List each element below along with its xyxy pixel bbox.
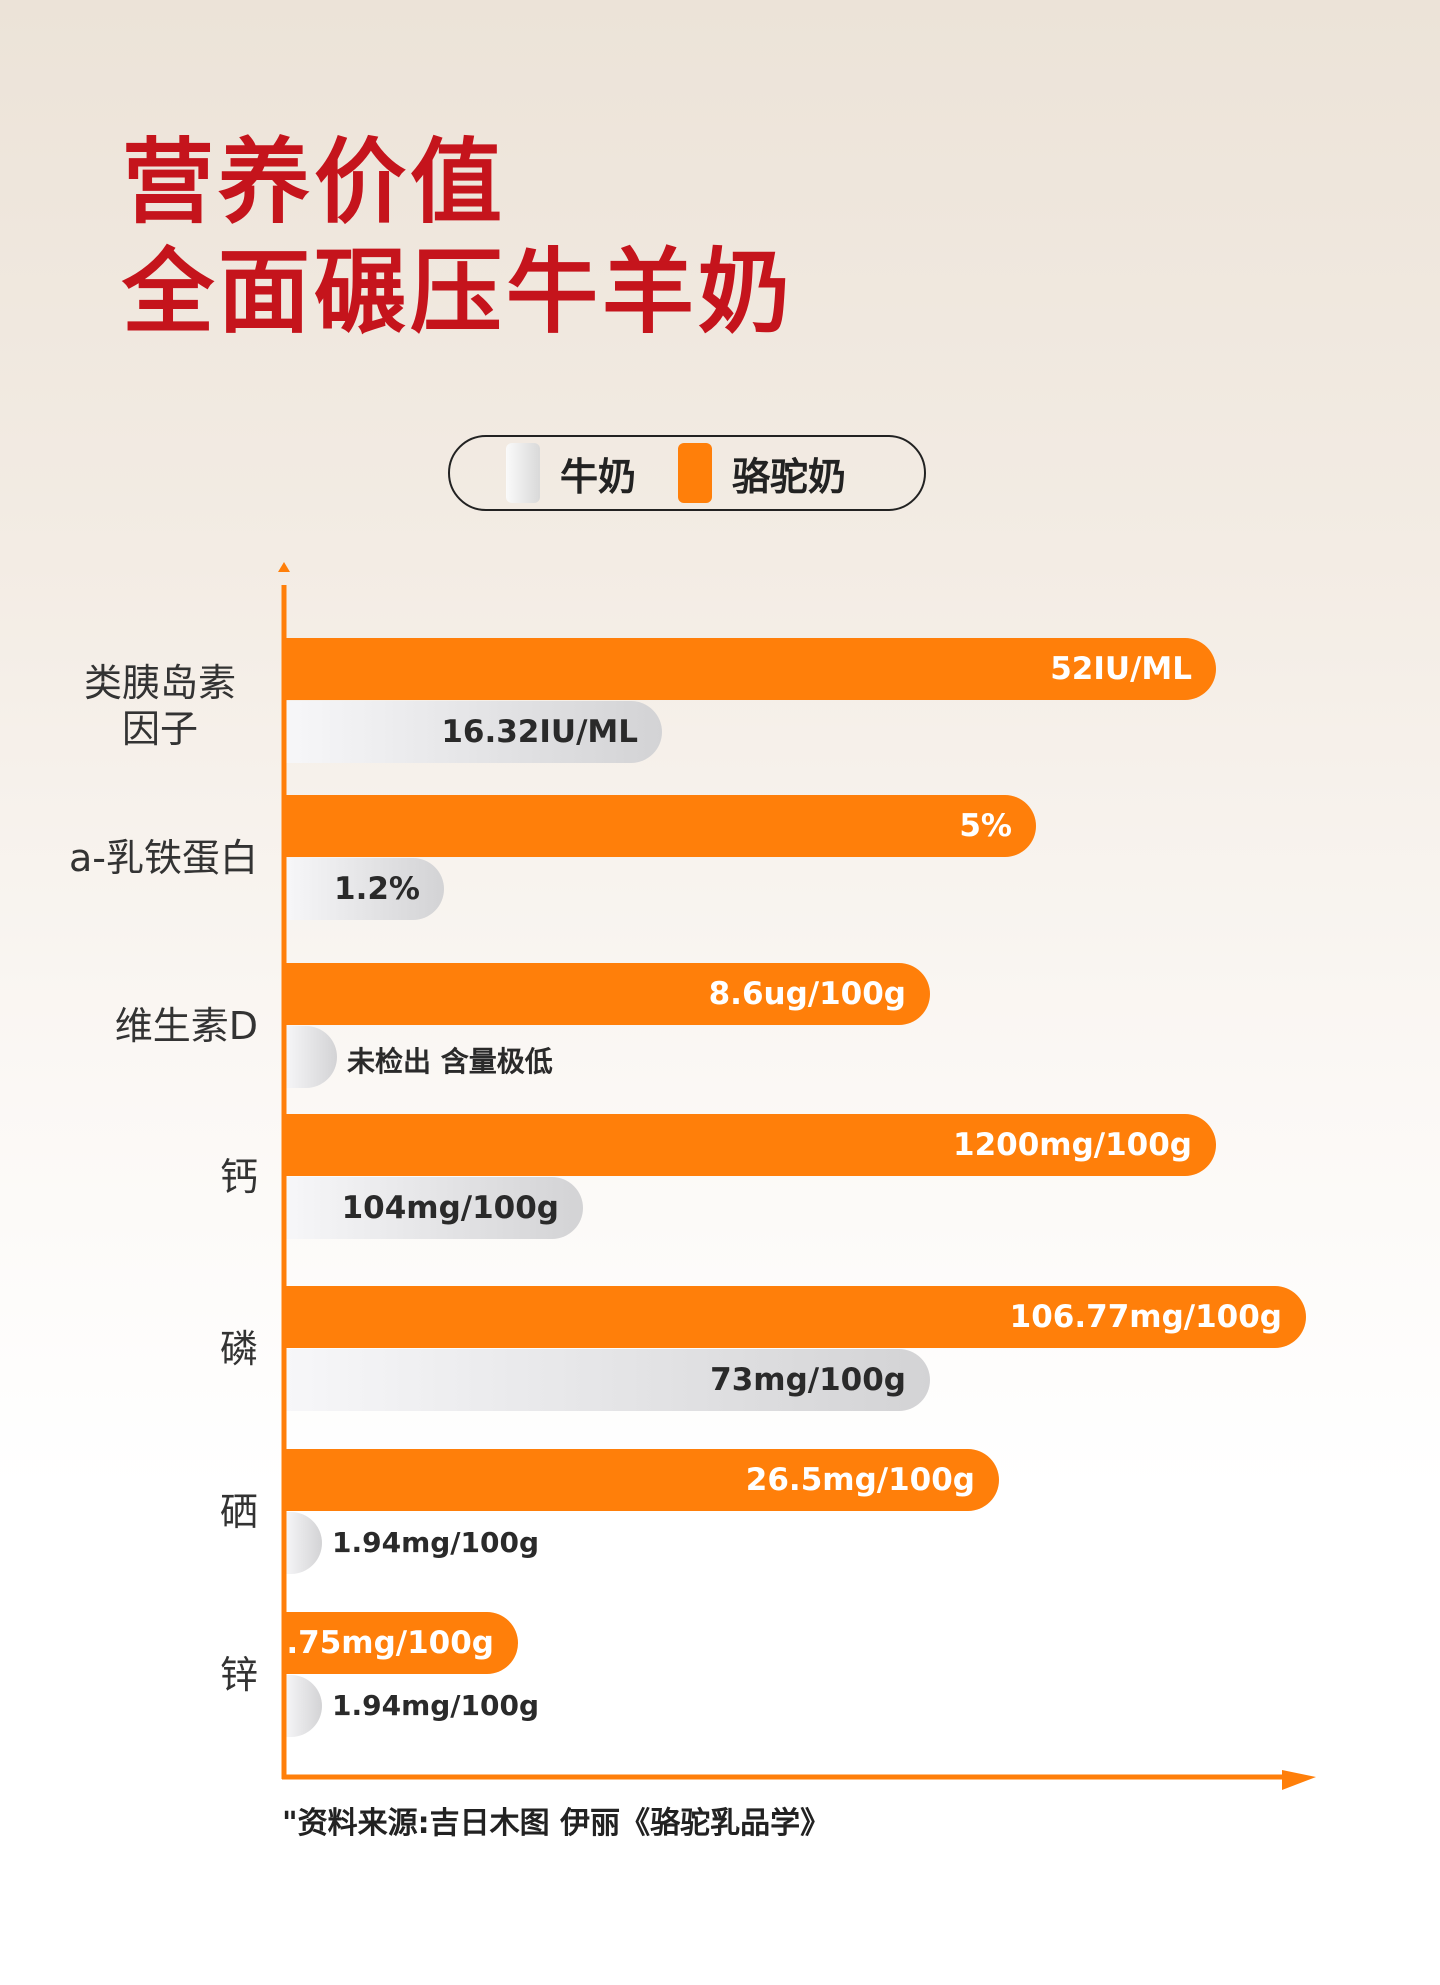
data-label-milk: 73mg/100g [710,1362,906,1398]
category-label: 锌 [219,1653,258,1697]
category-label: 磷 [219,1327,258,1371]
bar-milk [284,1512,322,1574]
bar-milk: 104mg/100g [284,1177,583,1239]
title-line-2: 全面碾压牛羊奶 [122,239,795,346]
data-label-camel: 8.6ug/100g [708,976,906,1012]
legend-swatch-camel [678,443,713,503]
data-label-camel: 52IU/ML [1050,651,1192,687]
x-axis-arrow [1282,1770,1316,1790]
data-label-camel: 26.5mg/100g [745,1462,975,1498]
bar-camel: 8.6ug/100g [284,963,930,1025]
category-label: a-乳铁蛋白 [69,836,258,880]
legend-label-camel: 骆驼奶 [732,454,847,499]
bar-camel: 26.5mg/100g [284,1449,999,1511]
bar-milk: 1.2% [284,858,444,920]
legend-item-camel: 骆驼奶 [636,443,846,503]
legend-label-milk: 牛奶 [560,454,637,499]
data-label-milk: 1.94mg/100g [332,1526,540,1559]
data-label-milk: 104mg/100g [341,1190,559,1226]
title-line-1: 营养价值 [122,129,507,236]
bar-camel: 6.75mg/100g [265,1612,518,1674]
data-label-camel: 6.75mg/100g [264,1625,494,1661]
bar-camel: 1200mg/100g [284,1114,1216,1176]
bar-milk [284,1675,322,1737]
data-label-camel: 106.77mg/100g [1009,1299,1282,1335]
bar-camel: 106.77mg/100g [284,1286,1306,1348]
data-label-milk: 16.32IU/ML [441,714,638,750]
bar-milk: 16.32IU/ML [284,701,662,763]
legend-item-milk: 牛奶 [450,443,636,503]
category-label: 钙 [219,1155,258,1199]
category-label: 类胰岛素 因子 [84,660,236,752]
legend-swatch-milk [506,443,540,503]
data-label-milk: 1.94mg/100g [332,1689,540,1722]
category-label: 硒 [219,1490,258,1534]
page-title: 营养价值 全面碾压牛羊奶 [122,128,794,348]
bar-milk [284,1026,337,1088]
data-label-camel: 5% [959,808,1012,844]
category-label: 维生素D [114,1004,258,1048]
bar-milk: 73mg/100g [284,1349,930,1411]
bar-camel: 52IU/ML [284,638,1216,700]
source-note: "资料来源:吉日木图 伊丽《骆驼乳品学》 [282,1806,831,1841]
chart-legend: 牛奶 骆驼奶 [448,435,926,511]
data-label-milk: 未检出 含量极低 [347,1045,553,1078]
category-label-line-1: 类胰岛素 [83,661,236,705]
category-label-line-2: 因子 [121,707,198,751]
bar-camel: 5% [284,795,1036,857]
data-label-milk: 1.2% [334,871,420,907]
data-label-camel: 1200mg/100g [953,1127,1192,1163]
y-axis-arrow [278,562,290,572]
